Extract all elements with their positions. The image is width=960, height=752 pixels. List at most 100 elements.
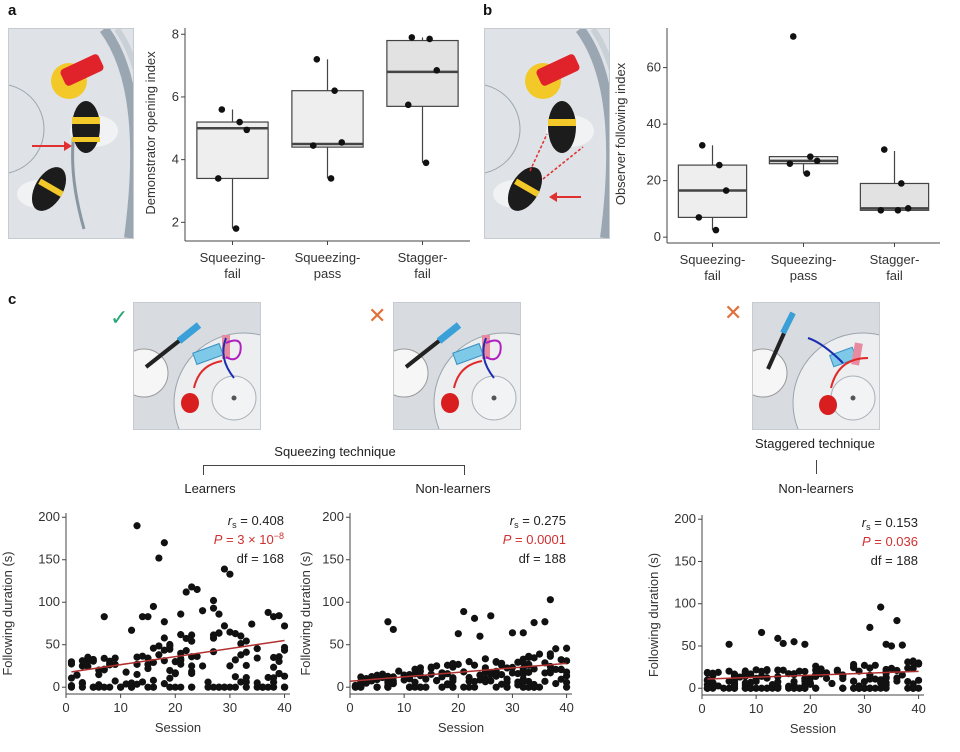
data-point xyxy=(182,634,190,643)
data-point xyxy=(801,640,809,648)
data-point xyxy=(725,667,733,675)
data-point xyxy=(67,658,76,666)
data-point xyxy=(898,180,905,187)
data-point xyxy=(188,631,196,639)
data-point xyxy=(237,632,245,640)
pink-block xyxy=(222,335,230,359)
data-point xyxy=(866,675,874,683)
data-point xyxy=(171,683,179,691)
data-point xyxy=(806,680,814,688)
data-point xyxy=(508,629,517,637)
data-point xyxy=(741,684,749,692)
y-tick-label: 0 xyxy=(337,679,344,694)
data-point xyxy=(237,639,245,648)
data-point xyxy=(894,207,902,214)
data-point xyxy=(828,679,836,688)
data-point xyxy=(774,666,782,674)
data-point xyxy=(909,684,917,692)
data-point xyxy=(100,683,108,691)
data-point xyxy=(198,662,207,670)
data-point xyxy=(270,674,278,682)
data-point xyxy=(111,677,119,685)
data-point xyxy=(166,683,174,691)
y-tick-label: 200 xyxy=(38,509,60,524)
data-point xyxy=(790,670,798,679)
illustration-bee-demonstrator xyxy=(8,28,134,239)
data-point xyxy=(508,669,517,677)
data-point xyxy=(193,652,201,660)
data-point xyxy=(725,677,733,685)
data-point xyxy=(698,142,706,149)
data-point xyxy=(242,637,250,645)
data-point xyxy=(171,670,179,678)
data-point xyxy=(231,683,239,691)
x-tick-label: Squeezing- xyxy=(771,252,837,267)
x-tick-label: 10 xyxy=(397,700,411,715)
y-tick-label: 150 xyxy=(38,552,60,567)
data-point xyxy=(535,683,544,691)
red-lid-icon xyxy=(181,393,199,413)
data-point xyxy=(253,679,261,687)
data-point xyxy=(806,674,814,683)
data-point xyxy=(95,681,103,689)
data-point xyxy=(331,87,338,94)
box xyxy=(859,182,930,211)
data-point xyxy=(160,618,168,626)
data-point xyxy=(449,661,457,669)
data-point xyxy=(476,676,484,684)
data-point xyxy=(519,678,527,686)
data-point xyxy=(117,683,125,691)
data-point xyxy=(270,613,278,621)
data-point xyxy=(525,683,533,691)
box xyxy=(386,39,459,107)
data-point xyxy=(149,683,158,691)
data-point xyxy=(779,666,787,674)
data-point xyxy=(714,668,722,676)
data-point xyxy=(747,670,755,678)
data-point xyxy=(209,596,218,605)
x-tick-label: Stagger- xyxy=(398,250,448,265)
data-point xyxy=(795,667,804,675)
data-point xyxy=(357,673,365,681)
data-point xyxy=(541,669,549,677)
x-axis-label: Session xyxy=(155,720,201,735)
x-tick-label: fail xyxy=(704,268,721,283)
data-point xyxy=(389,625,397,634)
data-point xyxy=(904,677,912,686)
data-point xyxy=(552,665,560,674)
data-point xyxy=(498,680,506,688)
data-point xyxy=(438,683,446,691)
data-point xyxy=(552,645,560,653)
x-tick-label: Squeezing- xyxy=(200,250,266,265)
illustration-bee-observer xyxy=(484,28,610,239)
x-tick-label: 40 xyxy=(559,700,573,715)
bee-illustration-a xyxy=(9,29,133,238)
data-point xyxy=(188,669,196,678)
data-point xyxy=(218,106,226,113)
data-point xyxy=(801,674,809,683)
data-point xyxy=(351,683,360,691)
red-lid-icon xyxy=(536,54,580,86)
data-point xyxy=(882,684,890,692)
data-point xyxy=(546,650,554,658)
data-point xyxy=(220,565,229,573)
data-point xyxy=(280,643,289,652)
data-point xyxy=(449,677,457,685)
data-point xyxy=(709,679,717,687)
data-point xyxy=(909,664,917,672)
data-point xyxy=(546,669,554,677)
x-tick-label: 0 xyxy=(346,700,353,715)
y-tick-label: 200 xyxy=(322,509,344,524)
pivot-disk xyxy=(753,348,788,398)
lever-handle xyxy=(436,322,462,344)
data-point xyxy=(877,207,885,214)
x-tick-label: 20 xyxy=(451,700,465,715)
x-tick-label: 30 xyxy=(505,700,519,715)
pink-block xyxy=(482,335,490,359)
data-point xyxy=(541,677,549,685)
y-tick-label: 0 xyxy=(53,679,60,694)
connector-divider xyxy=(816,460,817,474)
y-tick-label: 6 xyxy=(172,89,179,104)
data-point xyxy=(144,683,152,691)
chart-demonstrator-opening-index: 2 4 6 8 Demonstrator opening index Squeezing-… xyxy=(143,26,470,281)
